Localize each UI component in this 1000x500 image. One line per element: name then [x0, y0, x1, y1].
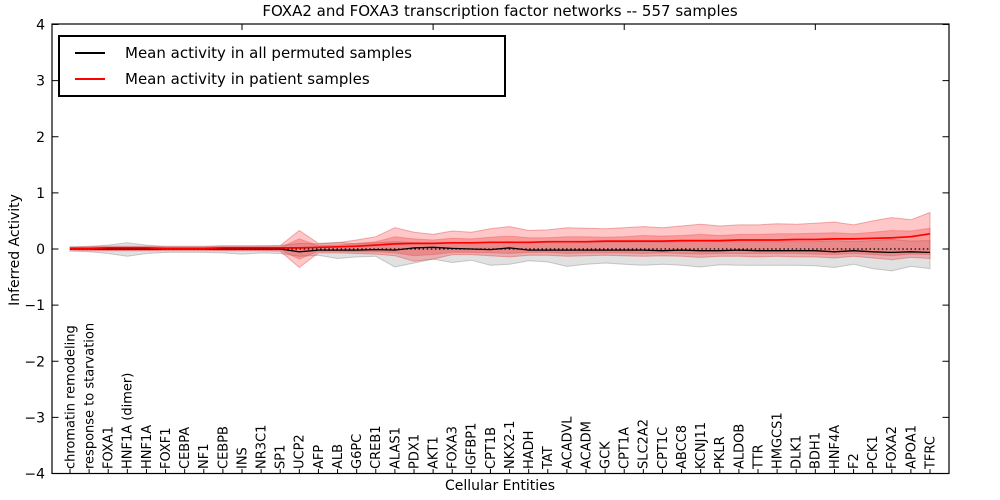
- y-tick-label: 0: [36, 242, 45, 258]
- x-tick-label: F2: [847, 453, 862, 469]
- x-tick-label: HNF4A: [828, 425, 843, 469]
- x-tick-label: TFRC: [923, 436, 938, 470]
- y-tick-label: −2: [24, 354, 45, 370]
- x-tick-label: TAT: [541, 446, 556, 470]
- x-tick-label: AKT1: [427, 436, 442, 469]
- x-tick-label: SP1: [274, 445, 289, 469]
- x-tick-label: KCNJ11: [694, 422, 709, 469]
- x-tick-label: ALAS1: [388, 427, 403, 469]
- legend: Mean activity in all permuted samples Me…: [58, 35, 506, 97]
- x-tick-label: AFP: [312, 445, 327, 469]
- x-tick-label: INS: [235, 447, 250, 469]
- legend-label-patient: Mean activity in patient samples: [125, 70, 370, 88]
- x-axis-label: Cellular Entities: [444, 478, 556, 494]
- x-tick-label: GCK: [599, 441, 614, 469]
- y-tick-label: 2: [36, 130, 45, 146]
- x-tick-label: NF1: [197, 444, 212, 469]
- legend-entry-permuted: Mean activity in all permuted samples: [60, 44, 504, 62]
- x-tick-label: FOXA3: [446, 426, 461, 469]
- x-tick-label: BDH1: [809, 432, 824, 469]
- x-tick-label: HADH: [522, 431, 537, 469]
- x-tick-label: CPT1B: [484, 427, 499, 469]
- legend-entry-patient: Mean activity in patient samples: [60, 70, 504, 88]
- x-tick-label: NKX2-1: [503, 421, 518, 469]
- x-tick-label: ACADM: [579, 421, 594, 469]
- x-tick-label: IGFBP1: [465, 423, 480, 469]
- band-patient-sample-range-outer: [69, 211, 931, 269]
- y-tick-label: −3: [24, 410, 45, 426]
- x-tick-label: FOXA1: [102, 426, 117, 469]
- y-tick-label: 3: [36, 74, 45, 90]
- series-line-1: [70, 232, 931, 250]
- x-tick-label: CPT1C: [656, 427, 671, 469]
- x-tick-label: G6PC: [350, 434, 365, 469]
- x-tick-label: DLK1: [790, 435, 805, 469]
- x-tick-label: PCK1: [866, 435, 881, 469]
- x-tick-label: APOA1: [904, 425, 919, 469]
- x-tick-label: PDX1: [407, 434, 422, 469]
- legend-line-swatch-black: [75, 52, 105, 54]
- y-tick-label: −4: [24, 467, 45, 483]
- x-tick-label: FOXA2: [885, 426, 900, 469]
- legend-label-permuted: Mean activity in all permuted samples: [125, 44, 412, 62]
- y-axis-label: Inferred Activity: [7, 194, 23, 306]
- x-tick-label: UCP2: [293, 434, 308, 469]
- x-tick-label: HNF1A (dimer): [121, 373, 136, 469]
- x-tick-label: TTR: [751, 444, 766, 470]
- y-tick-label: 1: [36, 186, 45, 202]
- x-tick-label: ALB: [331, 444, 346, 469]
- legend-line-swatch-red: [75, 78, 105, 80]
- x-tick-label: HMGCS1: [771, 412, 786, 469]
- y-tick-label: −1: [24, 298, 45, 314]
- x-tick-label: ABCC8: [675, 425, 690, 469]
- x-tick-label: CPT1A: [618, 427, 633, 469]
- x-tick-label: chromatin remodeling: [63, 325, 78, 469]
- band-patient-sample-range-inner: [69, 227, 931, 260]
- x-tick-label: SLC2A2: [637, 419, 652, 469]
- x-tick-label: response to starvation: [83, 323, 98, 469]
- x-tick-label: ACADVL: [560, 416, 575, 469]
- chart-title: FOXA2 and FOXA3 transcription factor net…: [262, 2, 738, 20]
- x-tick-label: FOXF1: [159, 427, 174, 469]
- x-tick-label: CEBPB: [216, 426, 231, 469]
- x-tick-label: NR3C1: [255, 425, 270, 469]
- x-tick-label: PKLR: [713, 436, 728, 469]
- y-tick-label: 4: [36, 18, 45, 34]
- x-tick-label: CEBPA: [178, 427, 193, 469]
- x-tick-label: HNF1A: [140, 425, 155, 469]
- x-tick-label: CREB1: [369, 425, 384, 469]
- x-tick-label: ALDOB: [732, 424, 747, 469]
